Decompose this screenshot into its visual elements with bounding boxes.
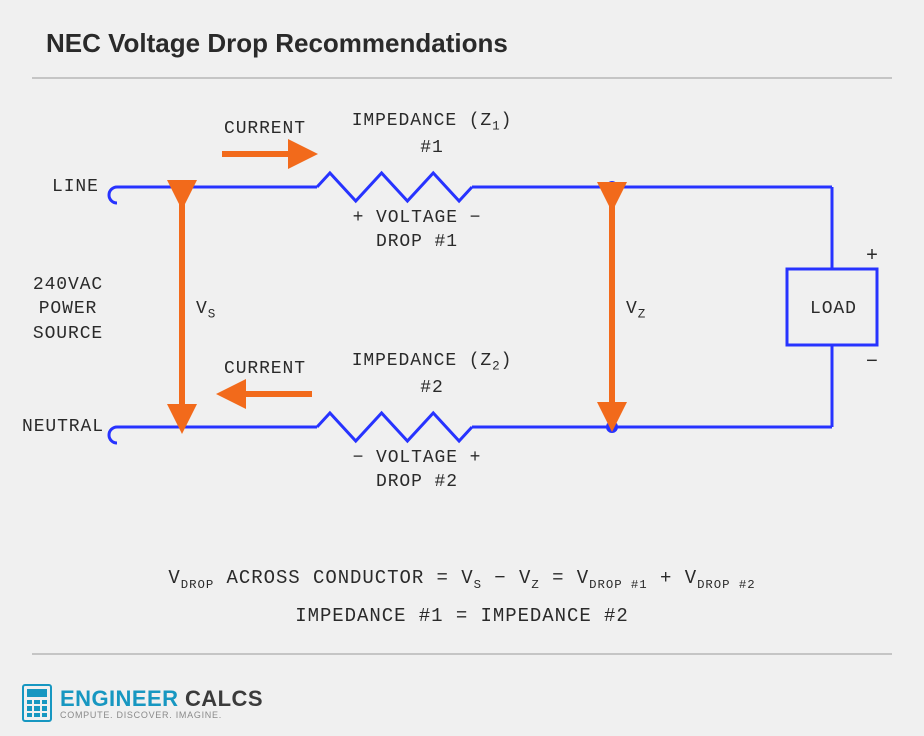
formula-line-2: IMPEDANCE #1 = IMPEDANCE #2 bbox=[32, 597, 892, 635]
brand-text: ENGINEER CALCS COMPUTE. DISCOVER. IMAGIN… bbox=[60, 686, 263, 720]
label-impedance-1: IMPEDANCE (Z1)#1 bbox=[332, 109, 532, 160]
label-vdrop-1: + VOLTAGE −DROP #1 bbox=[332, 206, 502, 255]
calculator-icon bbox=[22, 684, 52, 722]
label-load-minus: − bbox=[866, 349, 879, 376]
footer-brand: ENGINEER CALCS COMPUTE. DISCOVER. IMAGIN… bbox=[22, 684, 263, 722]
formula-line-1: VDROP ACROSS CONDUCTOR = VS − VZ = VDROP… bbox=[32, 559, 892, 597]
label-line: LINE bbox=[52, 175, 99, 199]
page-title: NEC Voltage Drop Recommendations bbox=[0, 0, 924, 59]
label-load-plus: + bbox=[866, 243, 879, 270]
divider-top bbox=[32, 77, 892, 79]
page: NEC Voltage Drop Recommendations LINE NE… bbox=[0, 0, 924, 736]
label-vz: VZ bbox=[626, 297, 646, 324]
label-current-bottom: CURRENT bbox=[224, 357, 306, 381]
label-load: LOAD bbox=[810, 297, 857, 321]
formula-block: VDROP ACROSS CONDUCTOR = VS − VZ = VDROP… bbox=[32, 559, 892, 635]
label-current-top: CURRENT bbox=[224, 117, 306, 141]
label-vs: VS bbox=[196, 297, 216, 324]
label-neutral: NEUTRAL bbox=[22, 415, 104, 439]
circuit-diagram: LINE NEUTRAL 240VACPOWERSOURCE VS VZ CUR… bbox=[32, 109, 892, 549]
label-vdrop-2: − VOLTAGE +DROP #2 bbox=[332, 446, 502, 495]
label-impedance-2: IMPEDANCE (Z2)#2 bbox=[332, 349, 532, 400]
label-source: 240VACPOWERSOURCE bbox=[18, 273, 118, 346]
divider-bottom bbox=[32, 653, 892, 655]
